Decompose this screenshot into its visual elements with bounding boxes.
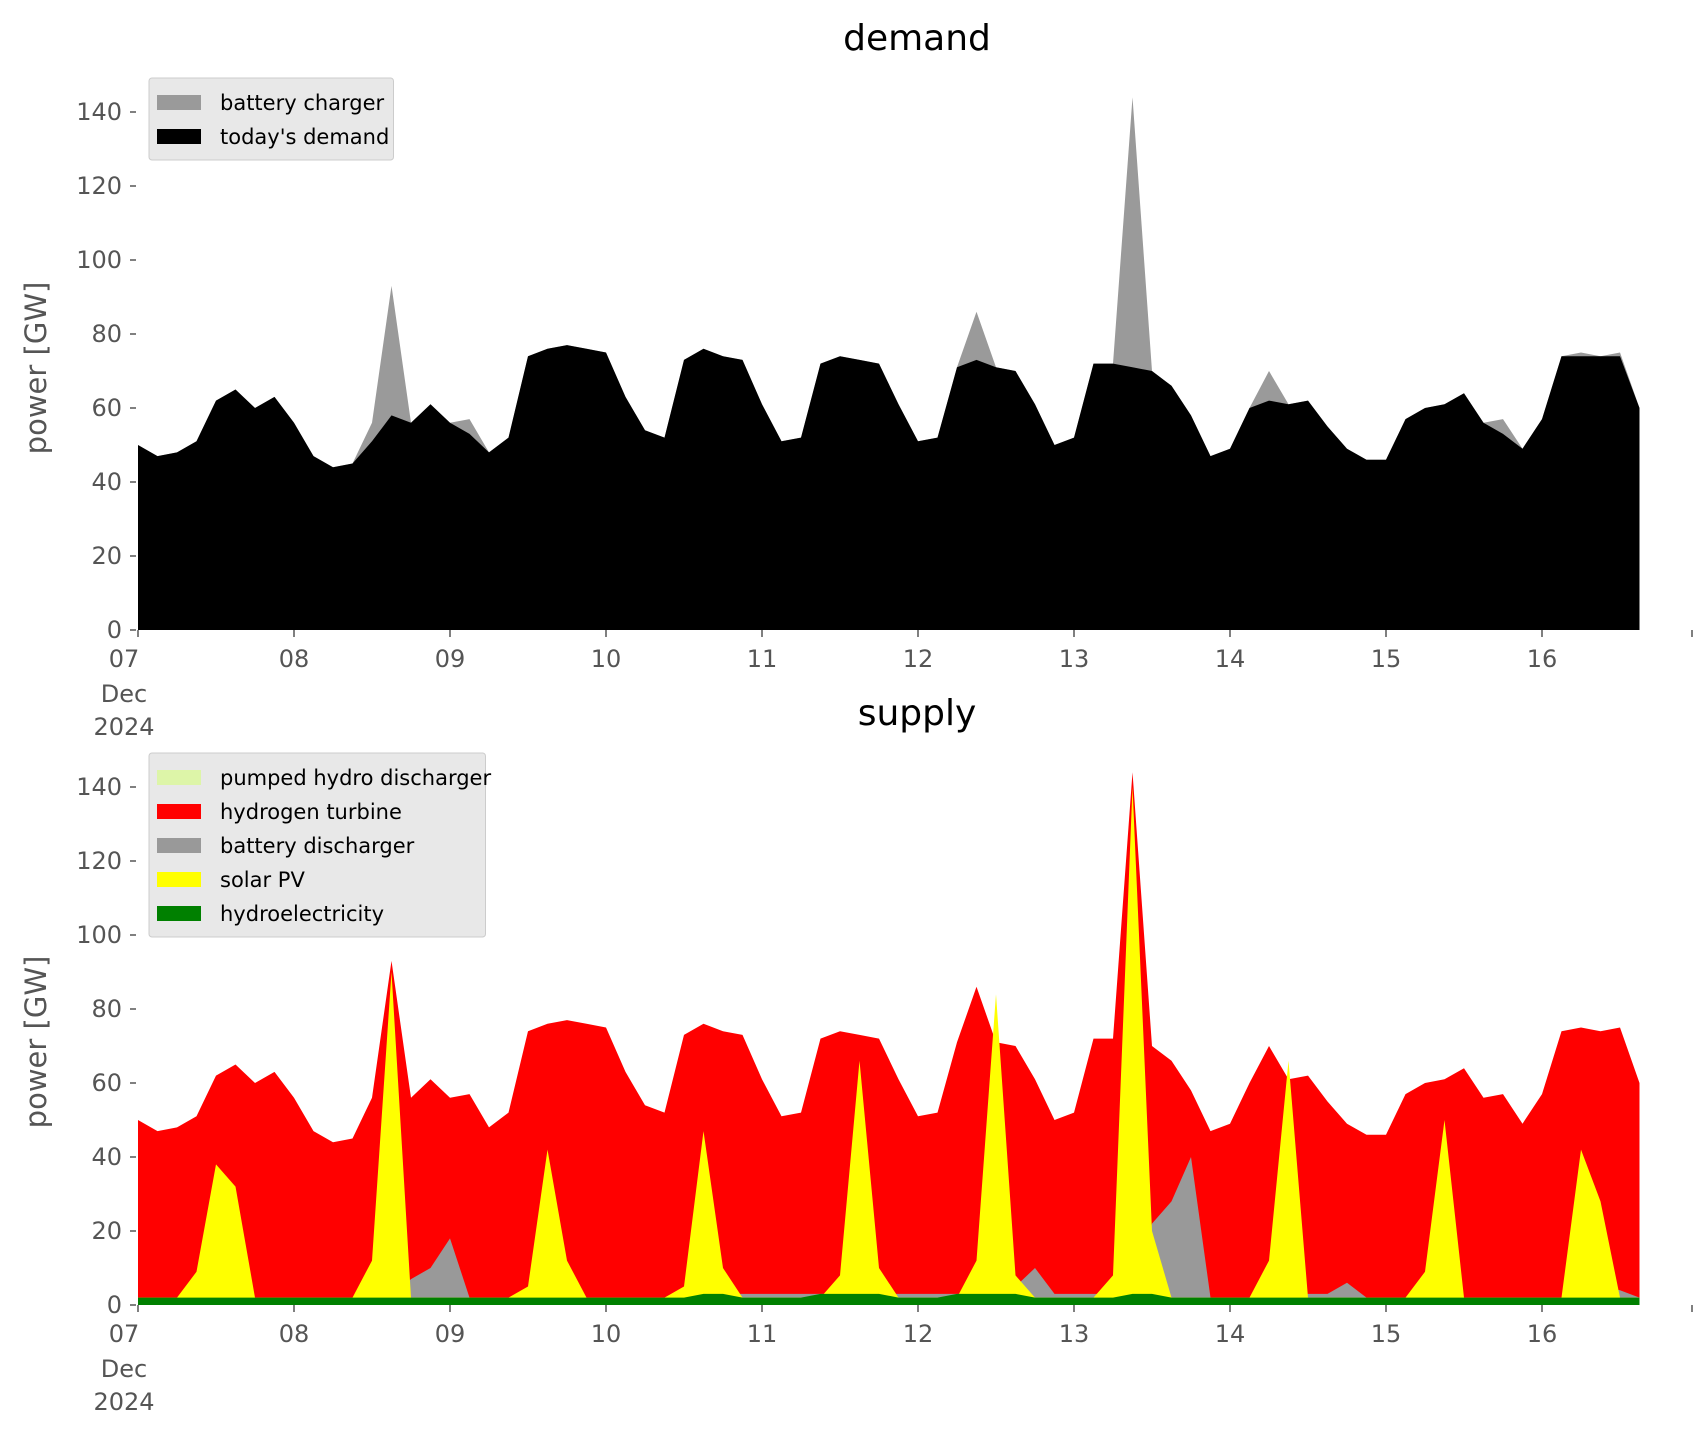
x-tick-label: 08 <box>279 645 310 673</box>
supply-y-axis: 0 20 40 60 80 100 120 140 <box>76 773 136 1319</box>
legend-swatch-hydrogen-turbine <box>157 804 201 819</box>
legend-box <box>148 77 394 161</box>
x-tick-label: 07 <box>109 645 140 673</box>
x-tick-label: 12 <box>903 645 934 673</box>
legend-label-hydroelectricity: hydroelectricity <box>220 902 384 926</box>
supply-panel: supply 07 08 09 10 11 12 13 14 15 16 0 20 40 60 80 100… <box>19 693 1693 1416</box>
legend-swatch-solar-pv <box>157 872 201 887</box>
supply-plot-area <box>138 772 1640 1305</box>
demand-panel: demand 07 08 09 10 11 12 13 14 15 16 0 20 40 60 80 100… <box>19 18 1693 741</box>
x-tick-label: 14 <box>1215 1320 1246 1348</box>
y-tick-label: 140 <box>76 98 122 126</box>
x-tick-label: 09 <box>435 645 466 673</box>
y-tick-label: 0 <box>107 616 122 644</box>
demand-plot-area <box>138 97 1640 630</box>
y-tick-label: 120 <box>76 847 122 875</box>
supply-y-axis-label: power [GW] <box>19 956 53 1129</box>
y-tick-label: 120 <box>76 172 122 200</box>
legend-swatch-battery-discharger <box>157 838 201 853</box>
demand-x-axis: 07 08 09 10 11 12 13 14 15 16 <box>109 630 1693 673</box>
y-tick-label: 20 <box>91 542 122 570</box>
legend-swatch-hydroelectricity <box>157 906 201 921</box>
series-area-today-s-demand <box>138 345 1640 630</box>
x-tick-label: 11 <box>747 1320 778 1348</box>
x-tick-label: 12 <box>903 1320 934 1348</box>
legend-box <box>148 752 486 938</box>
x-tick-label: 09 <box>435 1320 466 1348</box>
legend-swatch-pumped-hydro-discharger <box>157 770 201 785</box>
supply-x-sublabel-year: 2024 <box>93 1388 154 1416</box>
x-tick-label: 08 <box>279 1320 310 1348</box>
x-tick-label: 16 <box>1527 645 1558 673</box>
y-tick-label: 40 <box>91 468 122 496</box>
y-tick-label: 60 <box>91 1069 122 1097</box>
y-tick-label: 100 <box>76 921 122 949</box>
legend-label-battery-discharger: battery discharger <box>220 834 415 858</box>
y-tick-label: 140 <box>76 773 122 801</box>
legend-swatch-battery-charger <box>157 95 201 110</box>
series-area-hydroelectricity <box>138 1293 1640 1305</box>
legend-label-hydrogen-turbine: hydrogen turbine <box>220 800 402 824</box>
x-tick-label: 10 <box>591 1320 622 1348</box>
y-tick-label: 100 <box>76 246 122 274</box>
legend-label-today-s-demand: today's demand <box>220 125 389 149</box>
y-tick-label: 80 <box>91 995 122 1023</box>
x-tick-label: 07 <box>109 1320 140 1348</box>
x-tick-label: 11 <box>747 645 778 673</box>
x-tick-label: 10 <box>591 645 622 673</box>
demand-legend: battery charger today's demand <box>148 77 394 161</box>
legend-label-battery-charger: battery charger <box>220 91 385 115</box>
demand-y-axis-label: power [GW] <box>19 282 53 455</box>
supply-x-sublabel-month: Dec <box>101 1355 147 1383</box>
y-tick-label: 40 <box>91 1143 122 1171</box>
legend-label-pumped-hydro-discharger: pumped hydro discharger <box>220 766 491 790</box>
x-tick-label: 14 <box>1215 645 1246 673</box>
demand-x-sublabel-month: Dec <box>101 680 147 708</box>
supply-title: supply <box>858 693 977 734</box>
demand-title: demand <box>843 18 991 59</box>
supply-legend: pumped hydro discharger hydrogen turbine b… <box>148 752 491 938</box>
demand-y-axis: 0 20 40 60 80 100 120 140 <box>76 98 136 644</box>
y-tick-label: 20 <box>91 1217 122 1245</box>
x-tick-label: 16 <box>1527 1320 1558 1348</box>
x-tick-label: 13 <box>1059 1320 1090 1348</box>
y-tick-label: 0 <box>107 1291 122 1319</box>
x-tick-label: 15 <box>1371 645 1402 673</box>
demand-x-sublabel-year: 2024 <box>93 713 154 741</box>
series-area-hydrogen-turbine <box>138 772 1640 1305</box>
x-tick-label: 13 <box>1059 645 1090 673</box>
legend-swatch-today-s-demand <box>157 129 201 144</box>
y-tick-label: 80 <box>91 320 122 348</box>
x-tick-label: 15 <box>1371 1320 1402 1348</box>
y-tick-label: 60 <box>91 394 122 422</box>
legend-label-solar-pv: solar PV <box>220 868 305 892</box>
supply-x-axis: 07 08 09 10 11 12 13 14 15 16 <box>109 1305 1693 1348</box>
